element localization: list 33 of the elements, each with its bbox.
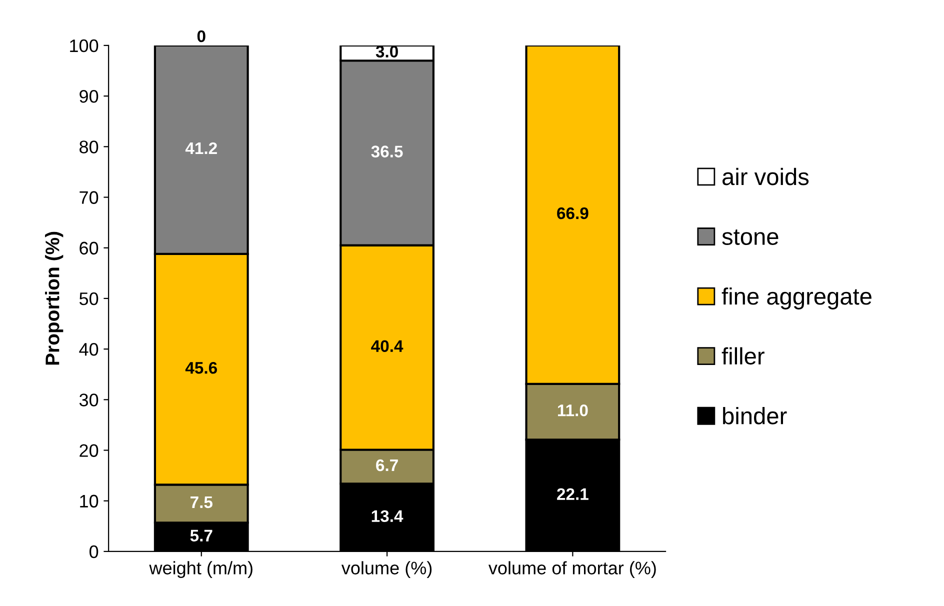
data-label: 66.9 xyxy=(557,207,588,220)
y-tick-label: 60 xyxy=(80,242,98,255)
y-tick-label: 0 xyxy=(90,545,98,558)
data-label: 13.4 xyxy=(372,510,404,522)
data-label: 6.7 xyxy=(376,459,398,472)
x-tick-label: volume (%) xyxy=(341,561,432,578)
data-label: 11.0 xyxy=(558,404,588,416)
data-label: 22.1 xyxy=(557,488,588,500)
y-tick-label: 100 xyxy=(70,39,98,52)
data-label: 40.4 xyxy=(371,340,404,352)
data-label: 36.5 xyxy=(371,146,403,158)
y-tick-label: 30 xyxy=(79,394,98,406)
y-tick-label: 90 xyxy=(80,90,98,103)
y-tick-label: 40 xyxy=(79,342,98,356)
data-label: 45.6 xyxy=(185,362,218,374)
y-axis-title: Proportion (%) xyxy=(45,232,64,365)
data-label: 41.2 xyxy=(185,142,217,154)
y-tick-label: 50 xyxy=(79,292,98,306)
data-label: 7.5 xyxy=(190,496,213,508)
legend-label: binder xyxy=(723,407,787,424)
legend-label: fine aggregate xyxy=(722,287,872,310)
data-label: 0 xyxy=(197,30,206,42)
y-tick-label: 20 xyxy=(80,444,98,457)
y-tick-label: 70 xyxy=(80,191,98,204)
y-tick-label: 80 xyxy=(80,140,98,154)
x-tick-label: volume of mortar (%) xyxy=(488,561,656,578)
legend-label: stone xyxy=(722,230,778,246)
y-tick-label: 10 xyxy=(80,494,98,508)
data-label: 3.0 xyxy=(376,46,398,58)
data-label: 5.7 xyxy=(190,530,212,542)
legend-label: air voids xyxy=(722,168,809,186)
legend-label: filler xyxy=(722,347,764,365)
x-tick-label: weight (m/m) xyxy=(149,561,252,578)
